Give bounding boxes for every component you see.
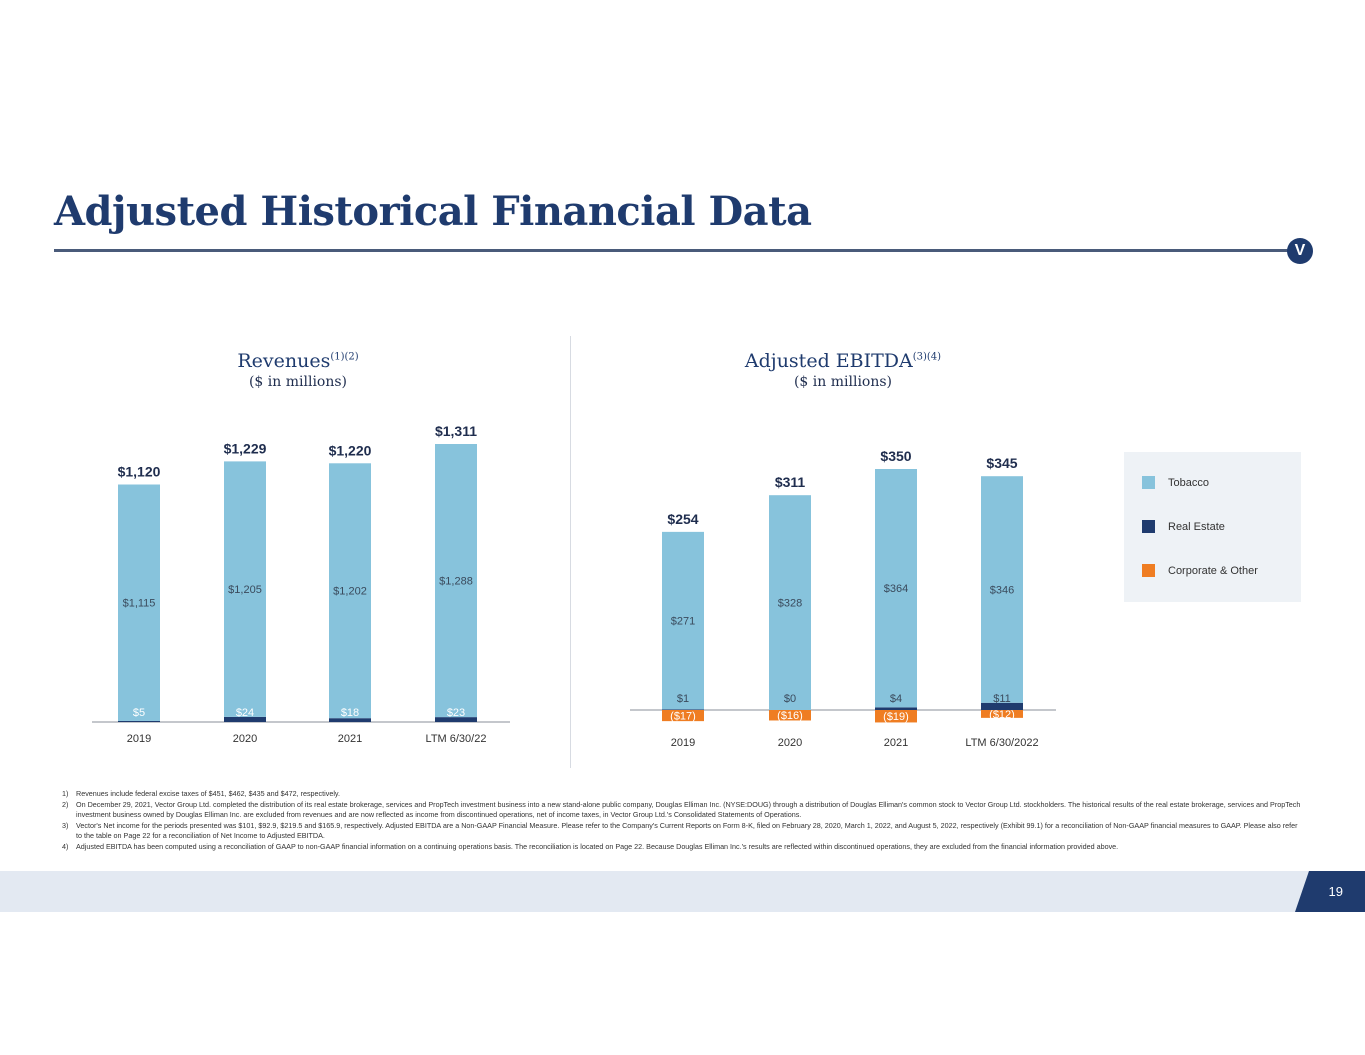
ebitda-title-superscript: (3)(4) xyxy=(912,351,942,363)
data-label-real-estate: $18 xyxy=(341,707,359,719)
bar-corporate-other-negative xyxy=(769,710,811,721)
bar-tobacco xyxy=(329,463,371,719)
data-label-corporate-other: ($19) xyxy=(883,711,909,723)
bar-tobacco xyxy=(981,476,1023,703)
footer-band xyxy=(0,871,1365,912)
total-label: $254 xyxy=(667,511,698,527)
bar-real-estate xyxy=(981,702,1023,710)
total-label: $1,229 xyxy=(224,440,267,456)
bar-tobacco xyxy=(435,444,477,718)
total-label: $1,311 xyxy=(435,423,477,439)
footnote-text: Vector's Net income for the periods pres… xyxy=(76,820,1298,841)
total-label: $1,120 xyxy=(118,464,161,480)
bar-real-estate xyxy=(224,716,266,722)
footnote-number: 4) xyxy=(62,841,69,851)
bar-tobacco xyxy=(118,484,160,721)
bar-real-estate xyxy=(435,717,477,722)
data-label-tobacco: $328 xyxy=(778,598,802,610)
total-label: $350 xyxy=(880,448,911,464)
data-label-tobacco: $1,115 xyxy=(123,598,156,610)
revenues-chart-subtitle: ($ in millions) xyxy=(248,374,348,390)
bar-corporate-other-negative xyxy=(662,710,704,722)
footnote-text: On December 29, 2021, Vector Group Ltd. … xyxy=(76,799,1301,820)
bar-tobacco xyxy=(769,495,811,710)
bar-tobacco xyxy=(224,461,266,717)
footnote-text: Revenues include federal excise taxes of… xyxy=(76,789,340,798)
bar-tobacco xyxy=(875,469,917,708)
data-label-real-estate: $4 xyxy=(890,693,902,705)
data-label-real-estate: $1 xyxy=(677,693,689,705)
footnote-1: 1) Revenues include federal excise taxes … xyxy=(62,789,1302,800)
data-label-real-estate: $5 xyxy=(133,707,145,719)
revenues-title-superscript: (1)(2) xyxy=(330,351,359,363)
x-tick-label: 2021 xyxy=(884,737,908,749)
legend-label-corporate: Corporate & Other xyxy=(1168,565,1258,577)
x-tick-label: 2019 xyxy=(671,737,695,749)
footnote-number: 3) xyxy=(62,820,69,830)
x-tick-label: LTM 6/30/22 xyxy=(426,733,487,745)
ebitda-chart-title: Adjusted EBITDA(3)(4) xyxy=(713,350,973,372)
legend-swatch-real-estate xyxy=(1142,520,1155,533)
x-tick-label: 2020 xyxy=(778,737,802,749)
x-tick-label: 2019 xyxy=(127,733,151,745)
x-tick-label: LTM 6/30/2022 xyxy=(965,737,1038,749)
data-label-real-estate: $23 xyxy=(447,707,465,719)
x-tick-label: 2021 xyxy=(338,733,362,745)
footnote-2: 2) On December 29, 2021, Vector Group Ltd… xyxy=(62,800,1302,821)
footnote-number: 2) xyxy=(62,799,69,809)
bar-real-estate xyxy=(875,707,917,710)
x-tick-label: 2020 xyxy=(233,733,257,745)
bar-tobacco xyxy=(662,531,704,710)
revenues-title-text: Revenues xyxy=(237,350,331,372)
total-label: $345 xyxy=(986,455,1017,471)
footnote-4: 4) Adjusted EBITDA has been computed usin… xyxy=(62,842,1302,853)
legend-label-tobacco: Tobacco xyxy=(1168,477,1209,489)
bar-corporate-other-negative xyxy=(981,710,1023,718)
page-number: 19 xyxy=(1328,884,1343,899)
panel-divider xyxy=(570,336,571,768)
legend-swatch-tobacco xyxy=(1142,476,1155,489)
vector-logo-icon: V xyxy=(1287,238,1313,264)
bar-real-estate xyxy=(118,720,160,722)
data-label-corporate-other: ($12) xyxy=(989,709,1015,721)
bar-real-estate xyxy=(329,718,371,722)
revenues-chart-title: Revenues(1)(2) xyxy=(168,350,428,372)
legend-label-real-estate: Real Estate xyxy=(1168,521,1225,533)
title-rule xyxy=(54,249,1294,252)
data-label-real-estate: $11 xyxy=(993,693,1011,705)
data-label-corporate-other: ($17) xyxy=(670,711,696,723)
footnotes: 1) Revenues include federal excise taxes … xyxy=(62,789,1302,852)
chart-legend: Tobacco Real Estate Corporate & Other xyxy=(1124,452,1301,602)
data-label-tobacco: $364 xyxy=(884,583,908,595)
ebitda-chart-subtitle: ($ in millions) xyxy=(793,374,893,390)
footnote-number: 1) xyxy=(62,789,69,798)
footnote-text: Adjusted EBITDA has been computed using … xyxy=(76,841,1119,851)
data-label-tobacco: $1,202 xyxy=(333,586,367,598)
bar-real-estate xyxy=(662,709,704,710)
data-label-corporate-other: ($16) xyxy=(777,710,803,722)
data-label-real-estate: $0 xyxy=(784,693,796,705)
data-label-tobacco: $1,288 xyxy=(439,576,473,588)
total-label: $311 xyxy=(775,474,806,490)
bar-corporate-other-negative xyxy=(875,710,917,723)
ebitda-title-text: Adjusted EBITDA xyxy=(744,350,913,372)
data-label-tobacco: $271 xyxy=(671,616,695,628)
total-label: $1,220 xyxy=(329,442,372,458)
data-label-real-estate: $24 xyxy=(236,707,254,719)
page-title: Adjusted Historical Financial Data xyxy=(54,188,812,235)
legend-swatch-corporate xyxy=(1142,564,1155,577)
footnote-3: 3) Vector's Net income for the periods pr… xyxy=(62,821,1302,842)
data-label-tobacco: $346 xyxy=(990,585,1014,597)
data-label-tobacco: $1,205 xyxy=(228,584,262,596)
